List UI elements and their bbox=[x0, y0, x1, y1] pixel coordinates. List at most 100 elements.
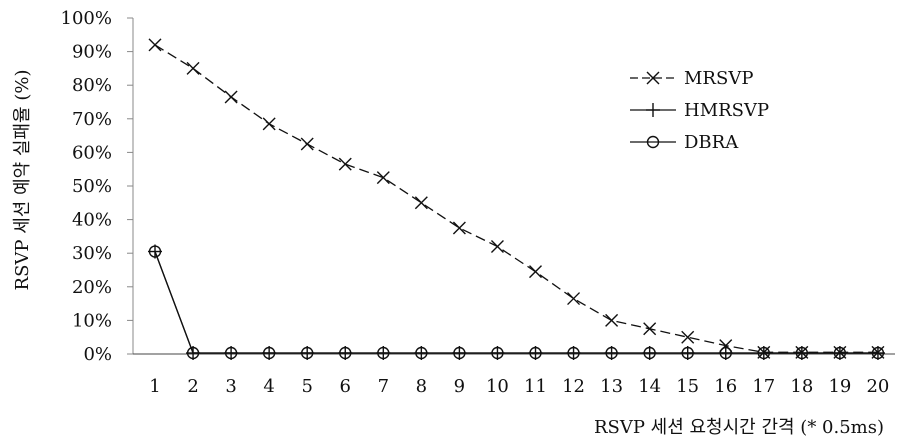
legend-label-hmrsvp: HMRSVP bbox=[684, 100, 769, 121]
x-tick-label: 10 bbox=[486, 376, 509, 397]
chart-axes bbox=[127, 17, 895, 355]
x-marker-stroke bbox=[414, 196, 428, 210]
point-hmrsvp bbox=[186, 345, 201, 360]
series-mrsvp bbox=[148, 38, 885, 359]
legend-marker bbox=[646, 135, 660, 149]
x-marker-stroke bbox=[529, 265, 542, 279]
circle-marker-shape bbox=[646, 135, 660, 149]
x-tick-label: 1 bbox=[149, 376, 160, 397]
x-marker-stroke bbox=[338, 157, 352, 171]
x-tick-label: 3 bbox=[225, 376, 236, 397]
chart-legend: MRSVP HMRSVP DBRA bbox=[630, 68, 769, 153]
legend-item-mrsvp: MRSVP bbox=[630, 68, 753, 89]
point-hmrsvp bbox=[718, 345, 733, 360]
point-hmrsvp bbox=[566, 345, 581, 360]
x-tick-label: 9 bbox=[454, 376, 465, 397]
x-tick-label: 2 bbox=[187, 376, 198, 397]
x-tick-label: 6 bbox=[340, 376, 351, 397]
x-marker-stroke bbox=[490, 239, 504, 253]
x-tick-label: 18 bbox=[790, 376, 813, 397]
point-mrsvp bbox=[529, 265, 542, 279]
x-tick-label: 16 bbox=[714, 376, 737, 397]
x-tick-labels: 1 2 3 4 5 6 7 8 9 10 11 12 13 14 15 16 17 18 19 20 bbox=[149, 376, 889, 397]
series-hmrsvp bbox=[148, 244, 885, 360]
legend-label-mrsvp: MRSVP bbox=[684, 68, 753, 89]
point-hmrsvp bbox=[452, 345, 467, 360]
x-marker-stroke bbox=[757, 345, 771, 359]
legend-marker bbox=[646, 71, 660, 85]
x-marker-stroke bbox=[795, 345, 809, 359]
x-marker-stroke bbox=[224, 90, 238, 104]
x-tick-label: 19 bbox=[828, 376, 851, 397]
point-mrsvp bbox=[719, 339, 733, 353]
point-hmrsvp bbox=[224, 345, 239, 360]
x-tick-label: 7 bbox=[378, 376, 389, 397]
y-tick-label: 80% bbox=[72, 75, 112, 96]
series-dbra bbox=[148, 245, 885, 360]
y-tick-label: 20% bbox=[72, 277, 112, 298]
point-hmrsvp bbox=[528, 345, 543, 360]
x-tick-label: 20 bbox=[866, 376, 889, 397]
x-marker-stroke bbox=[719, 339, 733, 353]
point-mrsvp bbox=[414, 196, 428, 210]
x-marker-stroke bbox=[871, 345, 885, 359]
point-hmrsvp bbox=[262, 345, 277, 360]
x-marker-stroke bbox=[567, 292, 581, 306]
point-hmrsvp bbox=[680, 345, 695, 360]
point-hmrsvp bbox=[414, 345, 429, 360]
point-mrsvp bbox=[148, 38, 162, 52]
x-axis-label: RSVP 세션 요청시간 간격 (* 0.5ms) bbox=[594, 417, 884, 438]
x-tick-label: 15 bbox=[676, 376, 699, 397]
x-marker-stroke bbox=[300, 137, 314, 151]
legend-marker bbox=[646, 103, 660, 117]
point-mrsvp bbox=[376, 171, 390, 185]
point-hmrsvp bbox=[490, 345, 505, 360]
y-tick-label: 100% bbox=[61, 8, 112, 29]
x-marker-stroke bbox=[681, 330, 695, 344]
point-mrsvp bbox=[757, 345, 771, 359]
point-hmrsvp bbox=[300, 345, 315, 360]
x-tick-label: 14 bbox=[638, 376, 661, 397]
legend-item-dbra: DBRA bbox=[630, 132, 739, 153]
point-hmrsvp bbox=[148, 244, 162, 259]
point-mrsvp bbox=[338, 157, 352, 171]
point-mrsvp bbox=[452, 221, 466, 235]
x-tick-label: 11 bbox=[524, 376, 547, 397]
point-mrsvp bbox=[833, 345, 847, 359]
y-tick-label: 50% bbox=[72, 176, 112, 197]
y-tick-label: 10% bbox=[72, 310, 112, 331]
point-mrsvp bbox=[186, 61, 200, 75]
y-tick-label: 30% bbox=[72, 243, 112, 264]
x-marker-stroke bbox=[605, 313, 619, 327]
point-hmrsvp bbox=[604, 345, 619, 360]
y-tick-label: 90% bbox=[72, 42, 112, 63]
point-mrsvp bbox=[490, 239, 504, 253]
point-mrsvp bbox=[567, 292, 581, 306]
x-marker-stroke bbox=[376, 171, 390, 185]
point-mrsvp bbox=[262, 117, 276, 131]
series-line-hmrsvp bbox=[154, 251, 878, 354]
point-mrsvp bbox=[605, 313, 619, 327]
x-tick-label: 8 bbox=[416, 376, 427, 397]
point-mrsvp bbox=[224, 90, 238, 104]
x-marker-stroke bbox=[646, 71, 660, 85]
y-tick-label: 0% bbox=[83, 344, 112, 365]
y-tick-label: 60% bbox=[72, 142, 112, 163]
x-marker-stroke bbox=[452, 221, 466, 235]
point-hmrsvp bbox=[338, 345, 353, 360]
x-tick-label: 13 bbox=[600, 376, 623, 397]
point-mrsvp bbox=[681, 330, 695, 344]
x-tick-label: 12 bbox=[562, 376, 585, 397]
legend-label-dbra: DBRA bbox=[684, 132, 739, 153]
legend-item-hmrsvp: HMRSVP bbox=[630, 100, 769, 121]
point-mrsvp bbox=[795, 345, 809, 359]
x-tick-label: 4 bbox=[263, 376, 274, 397]
series-line-dbra bbox=[154, 251, 878, 354]
point-mrsvp bbox=[643, 322, 657, 336]
point-mrsvp bbox=[300, 137, 314, 151]
x-marker-stroke bbox=[148, 38, 162, 52]
x-marker-stroke bbox=[643, 322, 657, 336]
point-hmrsvp bbox=[642, 345, 657, 360]
x-tick-label: 5 bbox=[301, 376, 312, 397]
